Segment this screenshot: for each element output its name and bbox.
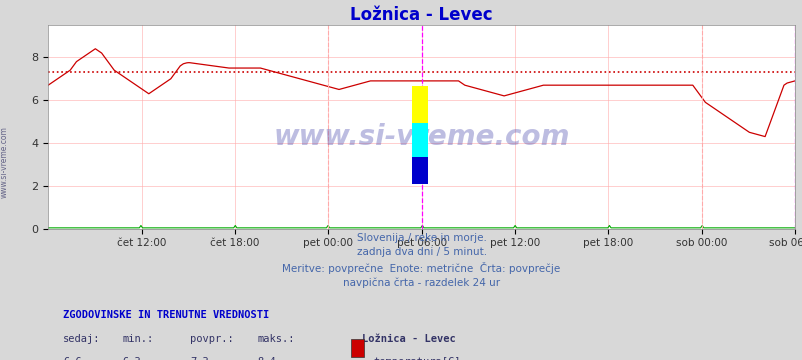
Text: 8,4: 8,4 (257, 357, 276, 360)
Bar (411, 123, 427, 157)
Text: min.:: min.: (123, 334, 154, 344)
Text: www.si-vreme.com: www.si-vreme.com (273, 123, 569, 151)
Bar (411, 157, 427, 184)
Text: Slovenija / reke in morje.
zadnja dva dni / 5 minut.
Meritve: povprečne  Enote: : Slovenija / reke in morje. zadnja dva dn… (282, 233, 560, 288)
Text: 6,6: 6,6 (63, 357, 82, 360)
Text: 6,3: 6,3 (123, 357, 141, 360)
Text: 7,3: 7,3 (190, 357, 209, 360)
Title: Ložnica - Levec: Ložnica - Levec (350, 6, 492, 24)
Bar (411, 86, 427, 123)
Text: temperatura[C]: temperatura[C] (373, 357, 460, 360)
Text: Ložnica - Levec: Ložnica - Levec (362, 334, 455, 344)
Text: www.si-vreme.com: www.si-vreme.com (0, 126, 9, 198)
Text: ZGODOVINSKE IN TRENUTNE VREDNOSTI: ZGODOVINSKE IN TRENUTNE VREDNOSTI (63, 310, 269, 320)
Text: povpr.:: povpr.: (190, 334, 233, 344)
Text: maks.:: maks.: (257, 334, 294, 344)
Text: sedaj:: sedaj: (63, 334, 100, 344)
Bar (350, 339, 363, 357)
